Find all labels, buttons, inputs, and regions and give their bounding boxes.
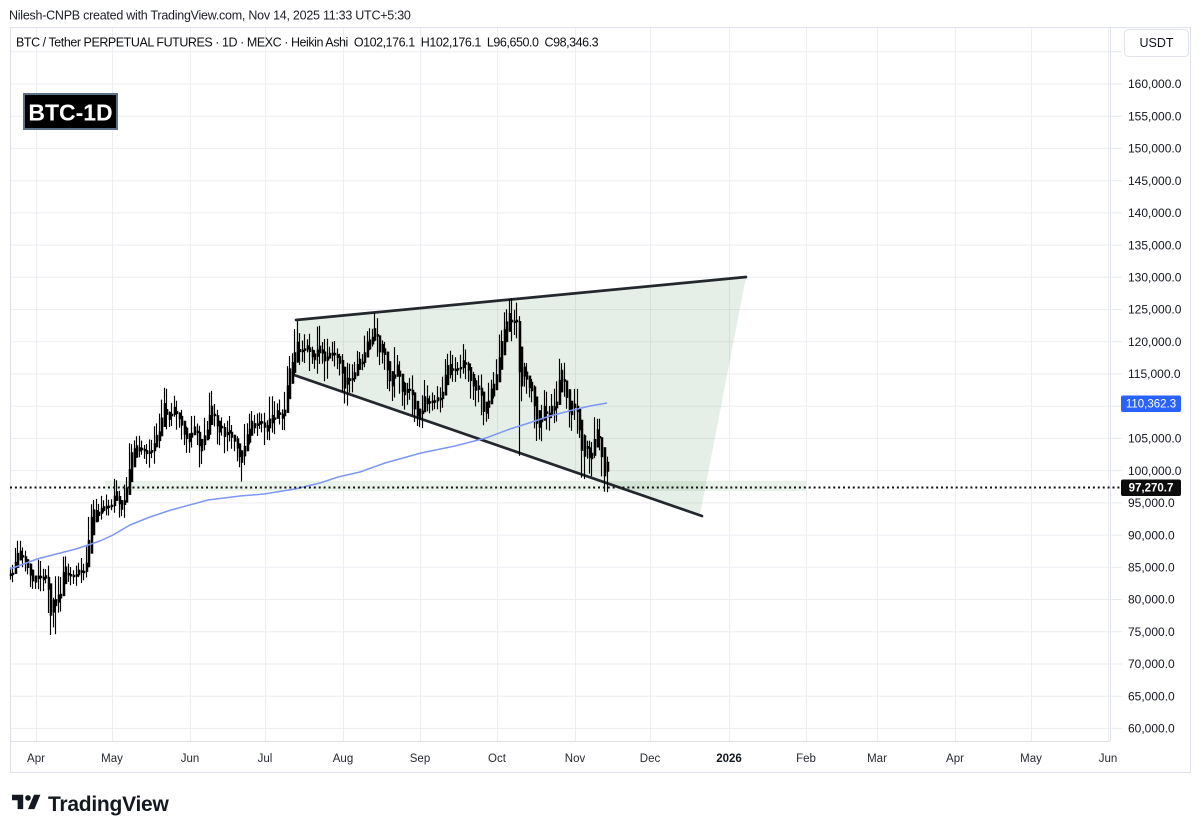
svg-text:Dec: Dec bbox=[640, 753, 661, 765]
svg-text:2026: 2026 bbox=[716, 753, 742, 765]
svg-text:115,000.0: 115,000.0 bbox=[1128, 367, 1181, 381]
svg-text:USDT: USDT bbox=[1139, 36, 1173, 50]
svg-text:70,000.0: 70,000.0 bbox=[1128, 657, 1175, 671]
svg-text:135,000.0: 135,000.0 bbox=[1128, 238, 1182, 252]
svg-text:Apr: Apr bbox=[946, 753, 964, 765]
svg-text:160,000.0: 160,000.0 bbox=[1128, 77, 1182, 91]
svg-text:May: May bbox=[101, 753, 123, 765]
svg-text:Nov: Nov bbox=[565, 753, 586, 765]
svg-text:65,000.0: 65,000.0 bbox=[1128, 689, 1175, 703]
svg-text:75,000.0: 75,000.0 bbox=[1128, 625, 1175, 639]
svg-text:TradingView: TradingView bbox=[48, 793, 169, 816]
svg-text:Jun: Jun bbox=[1099, 753, 1118, 765]
svg-text:Jun: Jun bbox=[181, 753, 200, 765]
svg-text:150,000.0: 150,000.0 bbox=[1128, 142, 1182, 156]
svg-text:Sep: Sep bbox=[410, 753, 430, 765]
svg-text:120,000.0: 120,000.0 bbox=[1128, 335, 1182, 349]
svg-text:155,000.0: 155,000.0 bbox=[1128, 109, 1182, 123]
svg-text:Oct: Oct bbox=[488, 753, 507, 765]
svg-text:105,000.0: 105,000.0 bbox=[1128, 432, 1182, 446]
svg-text:95,000.0: 95,000.0 bbox=[1128, 496, 1175, 510]
svg-text:125,000.0: 125,000.0 bbox=[1128, 303, 1182, 317]
svg-text:140,000.0: 140,000.0 bbox=[1128, 206, 1182, 220]
svg-text:90,000.0: 90,000.0 bbox=[1128, 528, 1175, 542]
svg-text:BTC-1D: BTC-1D bbox=[28, 100, 112, 126]
svg-text:60,000.0: 60,000.0 bbox=[1128, 722, 1175, 736]
svg-text:80,000.0: 80,000.0 bbox=[1128, 593, 1175, 607]
svg-text:May: May bbox=[1020, 753, 1042, 765]
svg-text:BTC / Tether PERPETUAL FUTURES: BTC / Tether PERPETUAL FUTURES · 1D · ME… bbox=[16, 36, 599, 50]
svg-text:Apr: Apr bbox=[27, 753, 45, 765]
svg-text:85,000.0: 85,000.0 bbox=[1128, 561, 1175, 575]
svg-text:Nilesh-CNPB created with Tradi: Nilesh-CNPB created with TradingView.com… bbox=[9, 9, 411, 23]
svg-text:145,000.0: 145,000.0 bbox=[1128, 174, 1182, 188]
svg-text:97,270.7: 97,270.7 bbox=[1129, 483, 1174, 495]
svg-text:100,000.0: 100,000.0 bbox=[1128, 464, 1182, 478]
svg-text:130,000.0: 130,000.0 bbox=[1128, 271, 1182, 285]
svg-text:Feb: Feb bbox=[796, 753, 816, 765]
svg-text:Mar: Mar bbox=[867, 753, 887, 765]
svg-text:110,362.3: 110,362.3 bbox=[1126, 399, 1176, 411]
svg-text:Aug: Aug bbox=[333, 753, 353, 765]
svg-text:Jul: Jul bbox=[258, 753, 273, 765]
